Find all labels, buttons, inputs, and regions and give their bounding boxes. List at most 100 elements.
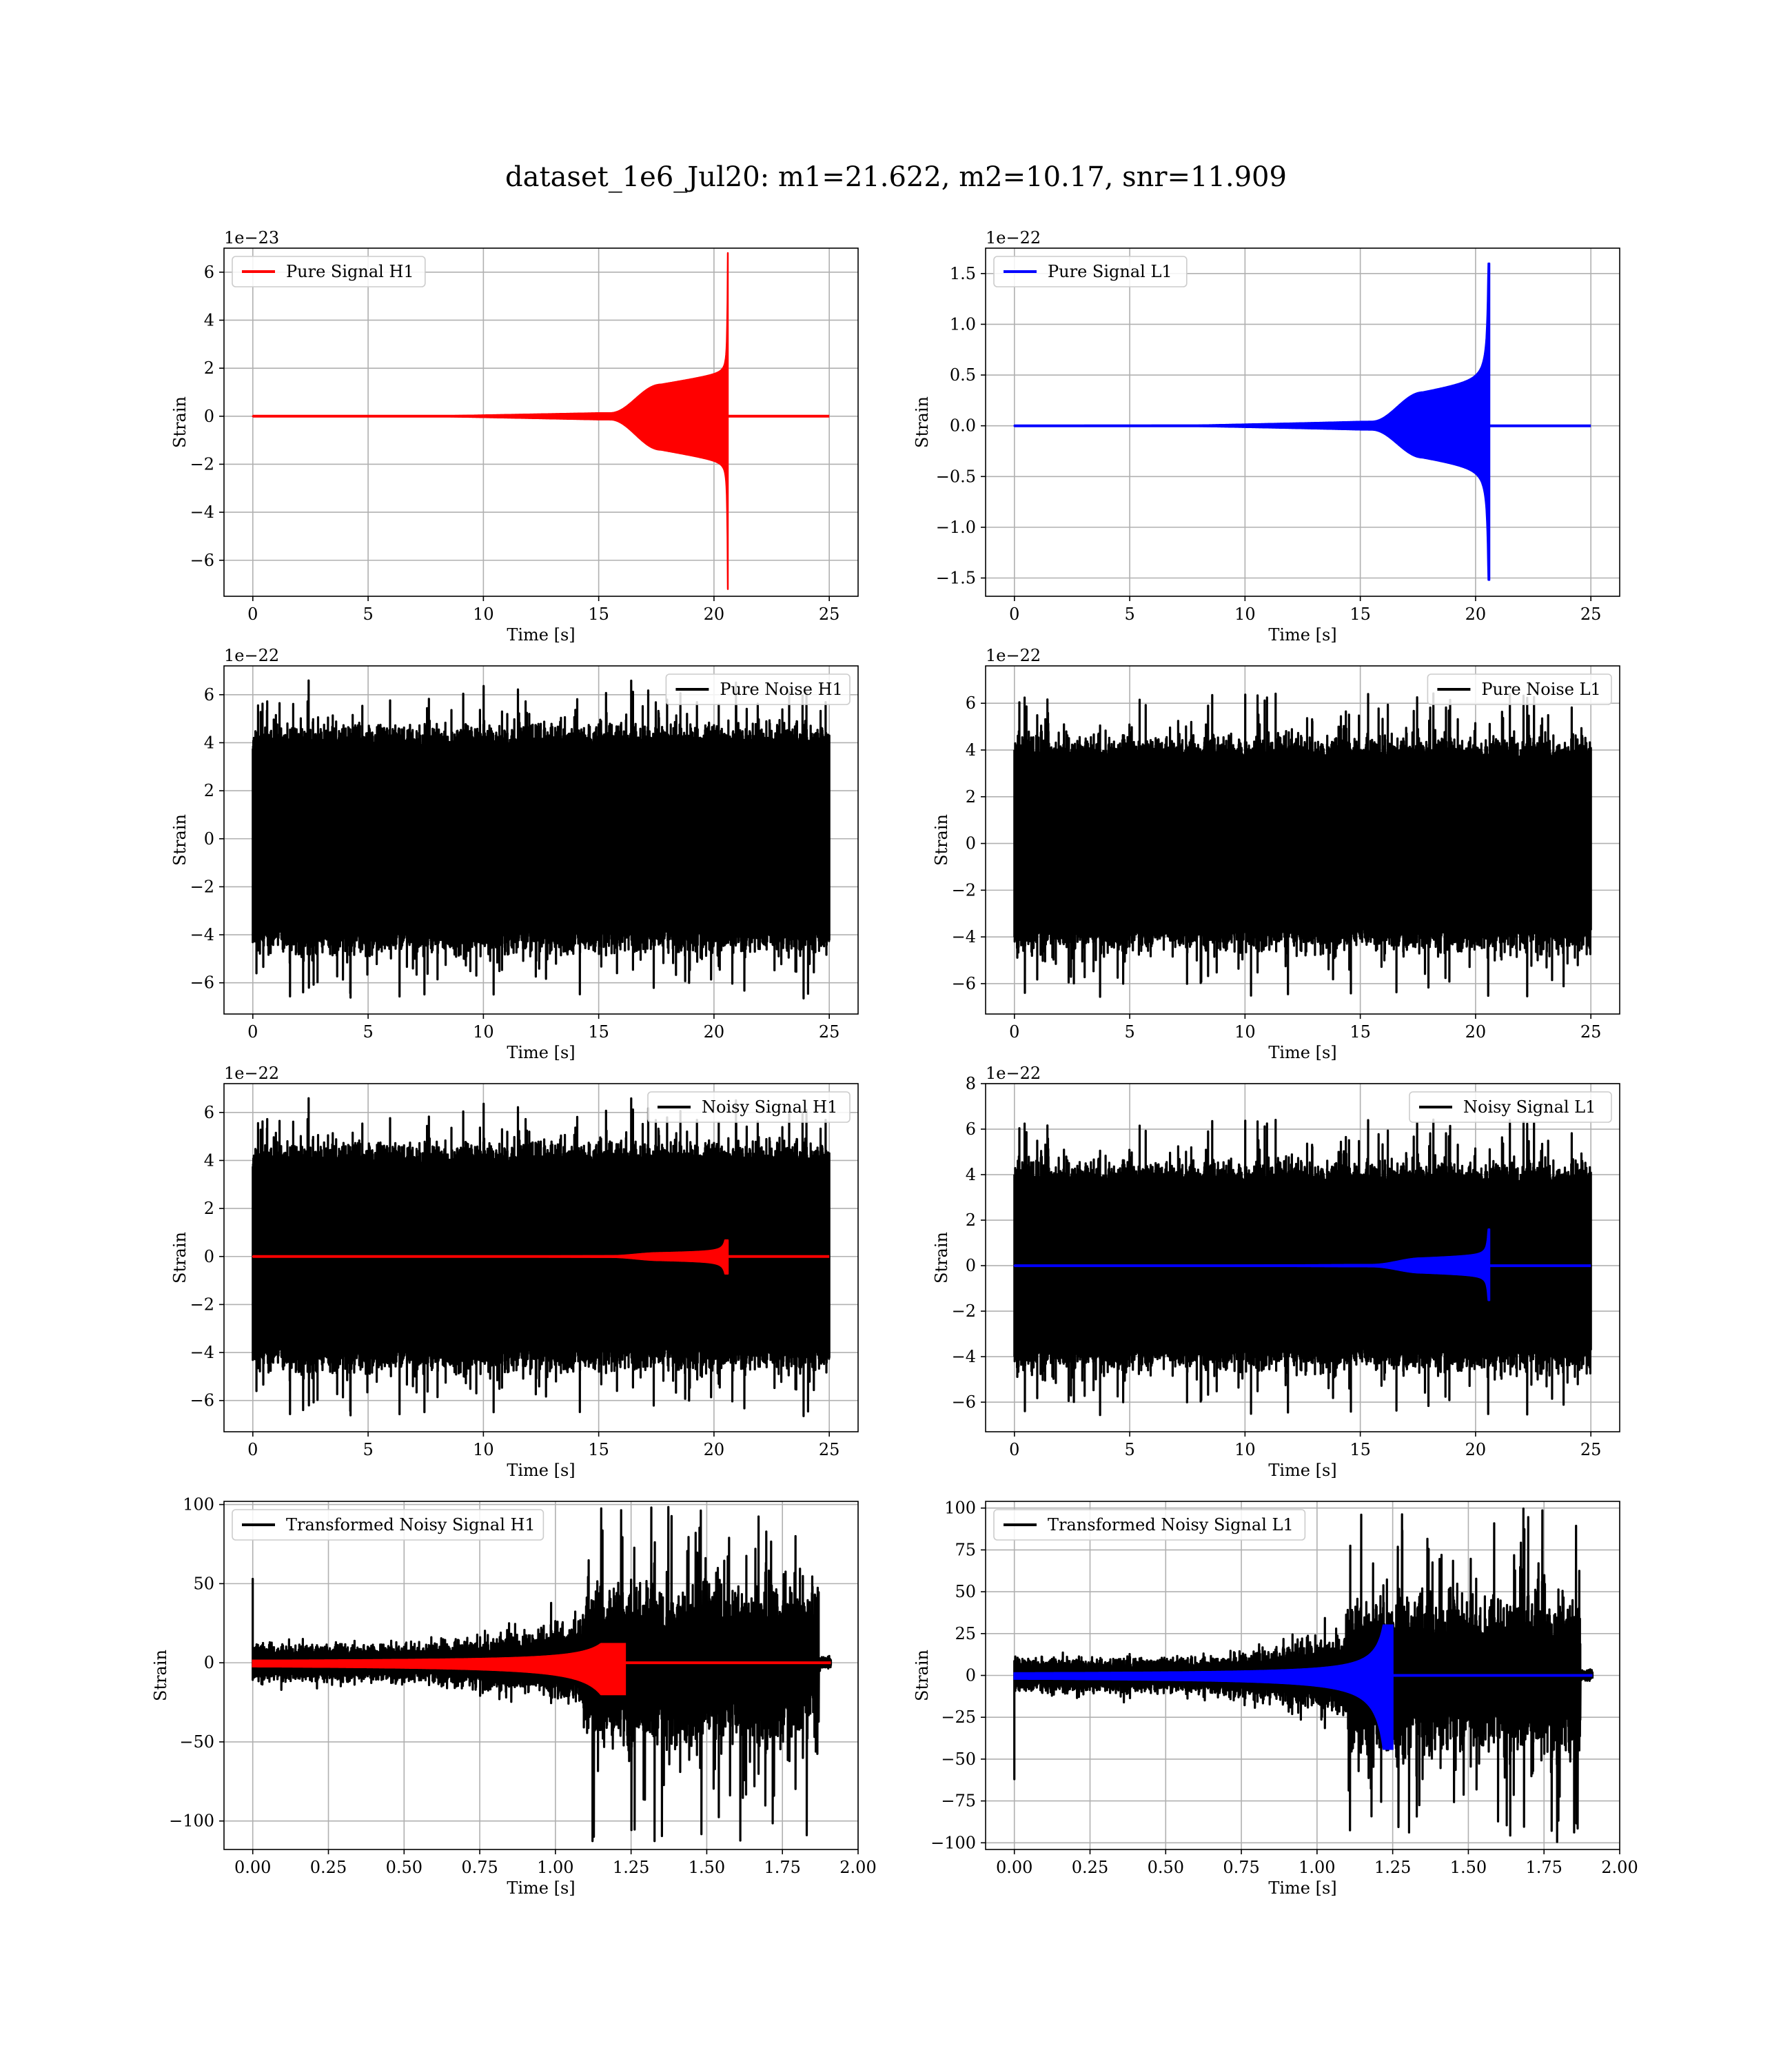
y-tick-label: 0 xyxy=(966,1256,976,1275)
y-tick-label: −2 xyxy=(190,1295,214,1314)
x-tick-label: 0.00 xyxy=(234,1858,271,1877)
y-tick-label: 1.0 xyxy=(950,314,976,334)
y-tick-label: 100 xyxy=(944,1499,976,1518)
series-noisy-signal-h1-overlay xyxy=(252,1239,729,1275)
subplot-pure-noise-l1: 0 5 10 15 20 25 −6 −4 −2 0 2 4 6 Time [s] Strain 1e−22 P… xyxy=(932,646,1620,1062)
x-tick-label: 0.25 xyxy=(310,1858,347,1877)
y-tick-label: 0.5 xyxy=(950,365,976,385)
x-tick-label: 1.25 xyxy=(1374,1858,1411,1877)
x-tick-label: 2.00 xyxy=(1601,1858,1638,1877)
x-tick-label: 1.00 xyxy=(1299,1858,1335,1877)
legend-box xyxy=(993,256,1188,287)
axes-frame xyxy=(985,665,1620,1015)
series-transformed-noisy-signal-h1-overlay xyxy=(252,1643,627,1696)
axes-frame xyxy=(223,1501,859,1850)
y-tick-label: 2 xyxy=(204,358,214,378)
x-tick-label: 0.50 xyxy=(1148,1858,1184,1877)
legend: Pure Signal H1 xyxy=(232,256,426,287)
legend: Noisy Signal L1 xyxy=(1409,1091,1612,1123)
x-tick-label: 2.00 xyxy=(839,1858,876,1877)
y-tick-label: −2 xyxy=(190,454,214,474)
y-tick-label: 4 xyxy=(204,310,214,330)
x-tick-label: 10 xyxy=(1234,1440,1256,1459)
y-tick-label: 6 xyxy=(204,685,214,704)
y-tick-label: 0 xyxy=(204,407,214,426)
x-tick-label: 5 xyxy=(363,1022,373,1042)
x-tick-label: 0.50 xyxy=(386,1858,422,1877)
x-tick-label: 25 xyxy=(819,1440,840,1459)
x-tick-label: 5 xyxy=(363,605,373,624)
y-tick-label: −4 xyxy=(190,1343,214,1362)
y-tick-label: 0 xyxy=(204,829,214,849)
x-tick-label: 15 xyxy=(1350,605,1371,624)
x-tick-label: 0.25 xyxy=(1072,1858,1108,1877)
x-tick-label: 20 xyxy=(704,605,725,624)
y-tick-label: 1.5 xyxy=(950,264,976,283)
y-axis-label: Strain xyxy=(170,814,190,866)
x-tick-label: 20 xyxy=(1465,1440,1487,1459)
axes-frame xyxy=(223,665,859,1015)
subplot-noisy-signal-h1: 0 5 10 15 20 25 −6 −4 −2 0 2 4 6 Time [s] Strain 1e−22 N… xyxy=(170,1064,859,1480)
x-tick-label: 0 xyxy=(247,1440,258,1459)
y-tick-label: 4 xyxy=(204,733,214,752)
x-tick-label: 0 xyxy=(1009,1440,1019,1459)
x-tick-label: 5 xyxy=(1124,1022,1134,1042)
y-tick-label: −6 xyxy=(190,973,214,993)
x-tick-label: 0 xyxy=(247,605,258,624)
y-axis-label: Strain xyxy=(151,1650,170,1701)
legend-label: Transformed Noisy Signal L1 xyxy=(1048,1515,1294,1534)
offset-text: 1e−22 xyxy=(224,646,279,665)
legend: Pure Noise L1 xyxy=(1427,673,1612,705)
legend-label: Noisy Signal L1 xyxy=(1463,1097,1596,1117)
x-tick-label: 1.50 xyxy=(1450,1858,1487,1877)
y-tick-label: 0 xyxy=(204,1247,214,1266)
x-tick-label: 0 xyxy=(247,1022,258,1042)
x-tick-label: 1.75 xyxy=(1525,1858,1562,1877)
x-tick-label: 25 xyxy=(1580,605,1602,624)
y-axis-label: Strain xyxy=(932,814,951,866)
y-axis-label: Strain xyxy=(913,1650,932,1701)
y-tick-label: −4 xyxy=(190,503,214,522)
x-tick-label: 25 xyxy=(819,605,840,624)
y-tick-label: −0.5 xyxy=(936,467,976,486)
plot-area xyxy=(1013,692,1592,998)
legend-box xyxy=(232,1509,544,1541)
offset-text: 1e−22 xyxy=(986,228,1041,247)
plot-area xyxy=(1013,1507,1594,1843)
series-noisy-signal-l1-overlay xyxy=(1013,1228,1491,1301)
plot-area xyxy=(252,679,831,1000)
legend-label: Pure Signal L1 xyxy=(1048,262,1172,281)
x-tick-label: 5 xyxy=(1124,605,1134,624)
subplot-transformed-noisy-signal-h1: 0.00 0.25 0.50 0.75 1.00 1.25 1.50 1.75 2.00 −100… xyxy=(151,1495,877,1898)
x-tick-label: 0.00 xyxy=(996,1858,1032,1877)
x-axis-label: Time [s] xyxy=(507,1461,575,1480)
y-tick-label: 6 xyxy=(966,693,976,713)
x-tick-label: 10 xyxy=(473,605,494,624)
x-tick-label: 1.75 xyxy=(764,1858,800,1877)
legend-box xyxy=(647,1091,851,1123)
y-tick-label: 50 xyxy=(193,1574,214,1593)
series-transformed-noisy-signal-l1-overlay xyxy=(1013,1624,1394,1750)
y-tick-label: −4 xyxy=(952,927,976,946)
x-tick-label: 10 xyxy=(473,1022,494,1042)
series-pure-noise-l1 xyxy=(1013,692,1592,998)
y-tick-label: 4 xyxy=(966,1165,976,1184)
offset-text: 1e−23 xyxy=(224,228,279,247)
y-tick-label: 2 xyxy=(966,787,976,807)
y-tick-label: −2 xyxy=(952,880,976,900)
subplot-pure-noise-h1: 0 5 10 15 20 25 −6 −4 −2 0 2 4 6 Time [s] Strain 1e−22 P… xyxy=(170,646,859,1062)
offset-text: 1e−22 xyxy=(986,646,1041,665)
legend-label: Noisy Signal H1 xyxy=(702,1097,837,1117)
y-tick-label: −1.5 xyxy=(936,568,976,587)
x-tick-label: 20 xyxy=(1465,1022,1487,1042)
y-tick-label: −4 xyxy=(190,925,214,944)
y-tick-label: −6 xyxy=(952,1392,976,1412)
plot-area xyxy=(1013,1118,1592,1417)
y-tick-label: 2 xyxy=(966,1210,976,1230)
y-tick-label: −4 xyxy=(952,1347,976,1366)
y-axis-label: Strain xyxy=(913,396,932,448)
x-tick-label: 10 xyxy=(1234,605,1256,624)
x-tick-label: 5 xyxy=(1124,1440,1134,1459)
legend-box xyxy=(1409,1091,1612,1123)
